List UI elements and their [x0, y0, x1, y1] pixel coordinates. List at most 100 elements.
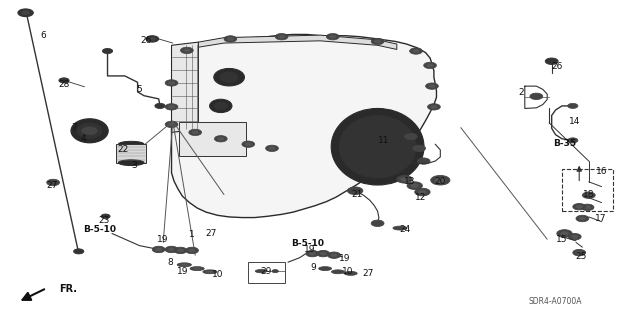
- Circle shape: [152, 246, 165, 253]
- Circle shape: [146, 36, 159, 42]
- Text: 16: 16: [596, 167, 607, 176]
- Circle shape: [401, 177, 408, 181]
- Ellipse shape: [118, 160, 144, 166]
- Circle shape: [568, 234, 581, 240]
- Circle shape: [411, 184, 419, 188]
- Bar: [248, 262, 285, 283]
- Text: 22: 22: [117, 145, 129, 154]
- Circle shape: [174, 247, 187, 254]
- Circle shape: [168, 248, 175, 251]
- Text: 12: 12: [415, 193, 427, 202]
- Ellipse shape: [203, 270, 217, 274]
- Circle shape: [168, 105, 175, 108]
- Text: 19: 19: [304, 245, 316, 254]
- Text: 25: 25: [575, 252, 587, 261]
- Ellipse shape: [193, 268, 201, 270]
- Circle shape: [242, 141, 255, 147]
- Text: FR.: FR.: [60, 284, 77, 294]
- Text: 9: 9: [311, 263, 316, 272]
- Circle shape: [180, 47, 193, 54]
- Circle shape: [218, 137, 224, 140]
- Circle shape: [309, 252, 316, 255]
- Text: 19: 19: [339, 254, 350, 263]
- Circle shape: [184, 49, 190, 52]
- Circle shape: [74, 249, 84, 254]
- Circle shape: [584, 206, 591, 209]
- Circle shape: [22, 11, 29, 15]
- Ellipse shape: [214, 69, 244, 86]
- Circle shape: [156, 248, 162, 251]
- Circle shape: [415, 188, 430, 196]
- Text: SDR4-A0700A: SDR4-A0700A: [529, 297, 582, 306]
- Text: 10: 10: [212, 270, 223, 279]
- Circle shape: [530, 93, 543, 100]
- Ellipse shape: [332, 270, 344, 274]
- Circle shape: [397, 175, 412, 183]
- Circle shape: [245, 143, 252, 146]
- Circle shape: [576, 205, 582, 208]
- Circle shape: [227, 37, 234, 41]
- Circle shape: [348, 187, 363, 195]
- Ellipse shape: [351, 124, 404, 169]
- Ellipse shape: [319, 267, 332, 271]
- Circle shape: [82, 127, 97, 135]
- Ellipse shape: [339, 116, 416, 178]
- Polygon shape: [198, 35, 397, 49]
- Circle shape: [326, 33, 339, 40]
- Circle shape: [568, 103, 578, 108]
- Circle shape: [417, 158, 430, 164]
- Circle shape: [101, 214, 110, 219]
- Circle shape: [404, 133, 417, 140]
- Circle shape: [572, 235, 578, 238]
- Text: 3: 3: [132, 161, 137, 170]
- Ellipse shape: [332, 108, 424, 185]
- Text: 27: 27: [205, 229, 217, 238]
- Ellipse shape: [372, 142, 383, 152]
- Text: 11: 11: [378, 137, 390, 145]
- Text: 7: 7: [71, 123, 76, 132]
- Circle shape: [371, 220, 384, 226]
- Circle shape: [165, 80, 178, 86]
- Ellipse shape: [220, 72, 238, 82]
- Circle shape: [320, 252, 326, 255]
- Circle shape: [374, 40, 381, 43]
- Circle shape: [59, 78, 69, 83]
- Circle shape: [568, 138, 578, 143]
- Circle shape: [269, 147, 275, 150]
- Circle shape: [561, 232, 568, 235]
- Text: 23: 23: [99, 216, 110, 225]
- Text: 29: 29: [260, 267, 272, 276]
- Text: 8: 8: [168, 258, 173, 267]
- Circle shape: [189, 249, 195, 252]
- Circle shape: [576, 251, 582, 254]
- Circle shape: [582, 192, 595, 198]
- Circle shape: [424, 62, 436, 69]
- Ellipse shape: [210, 99, 232, 113]
- Circle shape: [18, 9, 33, 17]
- Circle shape: [586, 194, 592, 197]
- Text: 1: 1: [189, 230, 195, 239]
- Circle shape: [427, 64, 433, 67]
- Ellipse shape: [77, 123, 102, 138]
- Polygon shape: [172, 42, 198, 132]
- Circle shape: [410, 48, 422, 54]
- Text: B-35: B-35: [553, 139, 576, 148]
- Text: 28: 28: [58, 80, 70, 89]
- Text: 15: 15: [556, 235, 568, 244]
- Text: 5: 5: [137, 85, 142, 94]
- Ellipse shape: [206, 271, 214, 273]
- Ellipse shape: [272, 270, 278, 273]
- Text: 10: 10: [342, 267, 353, 276]
- Circle shape: [431, 105, 437, 108]
- Circle shape: [407, 182, 422, 189]
- Text: 27: 27: [362, 269, 374, 278]
- Circle shape: [413, 145, 426, 152]
- Circle shape: [155, 103, 165, 108]
- Text: 21: 21: [351, 190, 363, 199]
- Circle shape: [426, 83, 438, 89]
- Circle shape: [431, 175, 450, 185]
- Circle shape: [328, 252, 340, 258]
- Circle shape: [573, 249, 586, 256]
- Ellipse shape: [177, 263, 191, 267]
- Circle shape: [189, 129, 202, 136]
